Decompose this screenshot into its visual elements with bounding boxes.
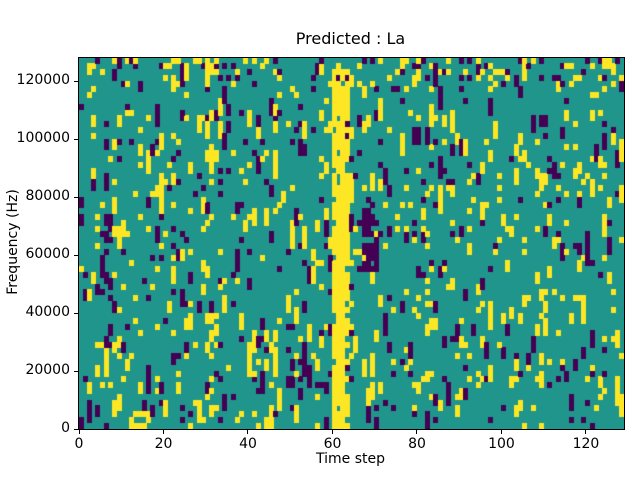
heatmap-canvas: [79, 58, 624, 429]
y-tick-label: 0: [61, 420, 70, 436]
x-tick-mark: [247, 430, 249, 434]
x-tick-label: 20: [154, 436, 173, 452]
y-tick-label: 100000: [16, 130, 70, 147]
x-tick-label: 100: [488, 436, 515, 452]
x-tick-label: 120: [572, 436, 600, 452]
y-tick-mark: [74, 196, 78, 198]
y-tick-label: 80000: [25, 188, 70, 205]
y-tick-label: 40000: [25, 304, 70, 321]
y-tick-mark: [74, 370, 78, 372]
y-tick-mark: [74, 80, 78, 82]
y-tick-label: 60000: [25, 246, 70, 263]
y-tick-label: 20000: [25, 362, 70, 379]
x-tick-mark: [585, 430, 587, 434]
plot-area: [78, 57, 625, 430]
x-tick-label: 60: [323, 436, 342, 452]
y-axis-label: Frequency (Hz): [5, 189, 21, 295]
x-tick-mark: [78, 430, 80, 434]
x-tick-label: 80: [408, 436, 426, 452]
y-tick-label: 120000: [16, 72, 70, 89]
x-tick-label: 40: [239, 436, 257, 452]
x-tick-mark: [162, 430, 164, 434]
y-tick-mark: [74, 138, 78, 140]
y-tick-mark: [74, 254, 78, 256]
y-tick-mark: [74, 428, 78, 430]
x-tick-mark: [331, 430, 333, 434]
x-tick-mark: [500, 430, 502, 434]
x-axis-label: Time step: [316, 451, 385, 467]
y-tick-mark: [74, 312, 78, 314]
plot-title: Predicted : La: [295, 29, 406, 48]
x-tick-label: 0: [74, 436, 84, 452]
x-tick-mark: [416, 430, 418, 434]
